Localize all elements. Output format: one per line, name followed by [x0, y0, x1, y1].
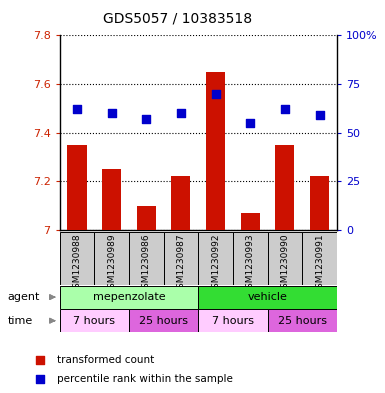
Point — [143, 116, 149, 122]
Bar — [67, 145, 87, 230]
Bar — [206, 72, 225, 230]
Text: GSM1230992: GSM1230992 — [211, 233, 220, 294]
Text: transformed count: transformed count — [57, 354, 155, 365]
Bar — [164, 232, 198, 285]
Bar — [198, 309, 268, 332]
Text: 7 hours: 7 hours — [212, 316, 254, 326]
Text: time: time — [8, 316, 33, 326]
Bar — [268, 232, 302, 285]
Text: GSM1230989: GSM1230989 — [107, 233, 116, 294]
Bar — [241, 213, 260, 230]
Bar — [198, 286, 337, 309]
Bar — [171, 176, 191, 230]
Bar — [60, 309, 129, 332]
Point — [109, 110, 115, 116]
Text: GSM1230993: GSM1230993 — [246, 233, 255, 294]
Text: percentile rank within the sample: percentile rank within the sample — [57, 374, 233, 384]
Text: GSM1230990: GSM1230990 — [280, 233, 290, 294]
Bar — [137, 206, 156, 230]
Point — [37, 356, 43, 363]
Text: 25 hours: 25 hours — [139, 316, 188, 326]
Text: vehicle: vehicle — [248, 292, 288, 302]
Point — [37, 376, 43, 382]
Bar — [60, 286, 198, 309]
Text: 25 hours: 25 hours — [278, 316, 327, 326]
Point — [247, 120, 253, 126]
Text: mepenzolate: mepenzolate — [93, 292, 165, 302]
Point — [316, 112, 323, 118]
Text: GSM1230986: GSM1230986 — [142, 233, 151, 294]
Bar — [198, 232, 233, 285]
Point — [74, 106, 80, 112]
Bar — [102, 169, 121, 230]
Text: GSM1230991: GSM1230991 — [315, 233, 324, 294]
Text: 7 hours: 7 hours — [73, 316, 116, 326]
Text: GDS5057 / 10383518: GDS5057 / 10383518 — [102, 11, 252, 26]
Point — [178, 110, 184, 116]
Bar — [129, 309, 198, 332]
Bar — [268, 309, 337, 332]
Text: agent: agent — [8, 292, 40, 302]
Bar — [129, 232, 164, 285]
Text: GSM1230987: GSM1230987 — [176, 233, 186, 294]
Bar — [94, 232, 129, 285]
Bar — [60, 232, 94, 285]
Point — [213, 90, 219, 97]
Bar — [275, 145, 295, 230]
Bar — [310, 176, 329, 230]
Point — [282, 106, 288, 112]
Text: GSM1230988: GSM1230988 — [72, 233, 82, 294]
Bar — [233, 232, 268, 285]
Bar — [302, 232, 337, 285]
